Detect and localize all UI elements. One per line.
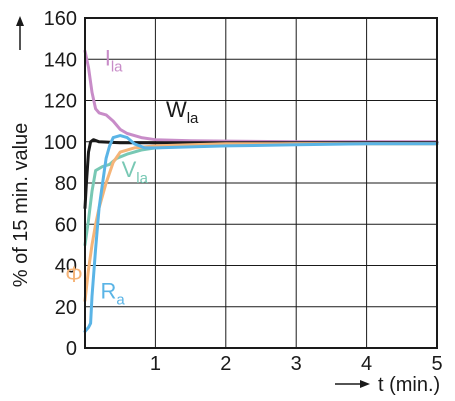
plot-frame (84, 17, 438, 349)
series-label: Ila (105, 45, 123, 75)
y-tick-label: 20 (55, 297, 77, 319)
y-tick-label: 60 (55, 214, 77, 236)
series-label: Φ (65, 262, 83, 287)
series-line (83, 142, 439, 303)
x-axis-title: t (min.) (378, 374, 440, 396)
y-tick-label: 80 (55, 173, 77, 195)
y-axis-arrow (16, 16, 24, 50)
series-line (83, 134, 439, 333)
y-tick-label: 120 (44, 91, 77, 113)
x-tick-label: 3 (291, 353, 302, 375)
series-label: Wla (166, 97, 199, 127)
x-axis-arrow (335, 380, 370, 388)
y-tick-label: 140 (44, 49, 77, 71)
x-tick-label: 2 (220, 353, 231, 375)
x-tick-label: 5 (431, 353, 442, 375)
y-tick-label: 0 (66, 338, 77, 360)
y-tick-label: 100 (44, 132, 77, 154)
series-line (83, 142, 439, 247)
x-tick-label: 1 (150, 353, 161, 375)
tick-labels: 0 20 40 60 80 100 120 140 160 1 2 3 4 5 (44, 8, 443, 375)
series-label: Ra (100, 279, 125, 309)
y-axis-title: % of 15 min. value (10, 123, 32, 288)
series-labels: Ila Wla Vla Φ Ra (65, 45, 199, 308)
y-tick-label: 40 (55, 256, 77, 278)
series-line (83, 49, 439, 144)
y-axis-title-group: % of 15 min. value (10, 123, 32, 288)
series-label: Vla (122, 157, 149, 187)
series-lines (83, 49, 439, 333)
x-tick-label: 4 (361, 353, 372, 375)
y-tick-label: 160 (44, 8, 77, 30)
